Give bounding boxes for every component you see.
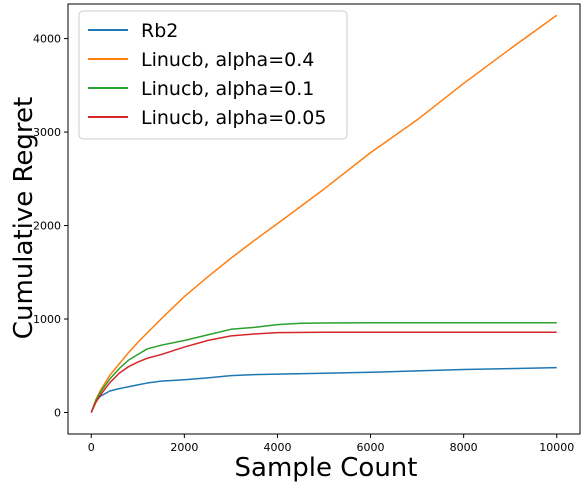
series-line-0: [90, 366, 557, 413]
legend-label-3: Linucb, alpha=0.05: [141, 107, 326, 129]
y-axis-title: Cumulative Regret: [9, 97, 39, 339]
legend-box: [78, 10, 348, 140]
plot-layer: [90, 14, 558, 413]
legend: Rb2 Linucb, alpha=0.4 Linucb, alpha=0.1 Lin…: [78, 10, 348, 140]
x-tick-label: 6000: [357, 441, 385, 454]
y-tick-label: 4000: [33, 33, 61, 46]
y-tick-label: 2000: [33, 220, 61, 233]
series-line-2: [90, 322, 557, 413]
y-tick-label: 0: [54, 407, 61, 420]
plot-frame: [67, 3, 581, 435]
y-tick-label: 3000: [33, 126, 61, 139]
x-tick-label: 0: [88, 441, 95, 454]
legend-label-2: Linucb, alpha=0.1: [141, 78, 314, 100]
y-tick-label: 1000: [33, 313, 61, 326]
x-tick-label: 4000: [263, 441, 291, 454]
legend-label-0: Rb2: [141, 20, 178, 42]
series-line-1: [90, 14, 558, 413]
x-tick-label: 8000: [450, 441, 478, 454]
axes-layer: 0 2000 4000 6000 8000 10000 0 1000 2000 3000 4000: [33, 3, 581, 454]
x-tick-label: 2000: [170, 441, 198, 454]
x-tick-label: 10000: [539, 441, 574, 454]
legend-label-1: Linucb, alpha=0.4: [141, 49, 314, 71]
x-axis-title: Sample Count: [235, 453, 418, 482]
series-line-3: [90, 331, 557, 413]
